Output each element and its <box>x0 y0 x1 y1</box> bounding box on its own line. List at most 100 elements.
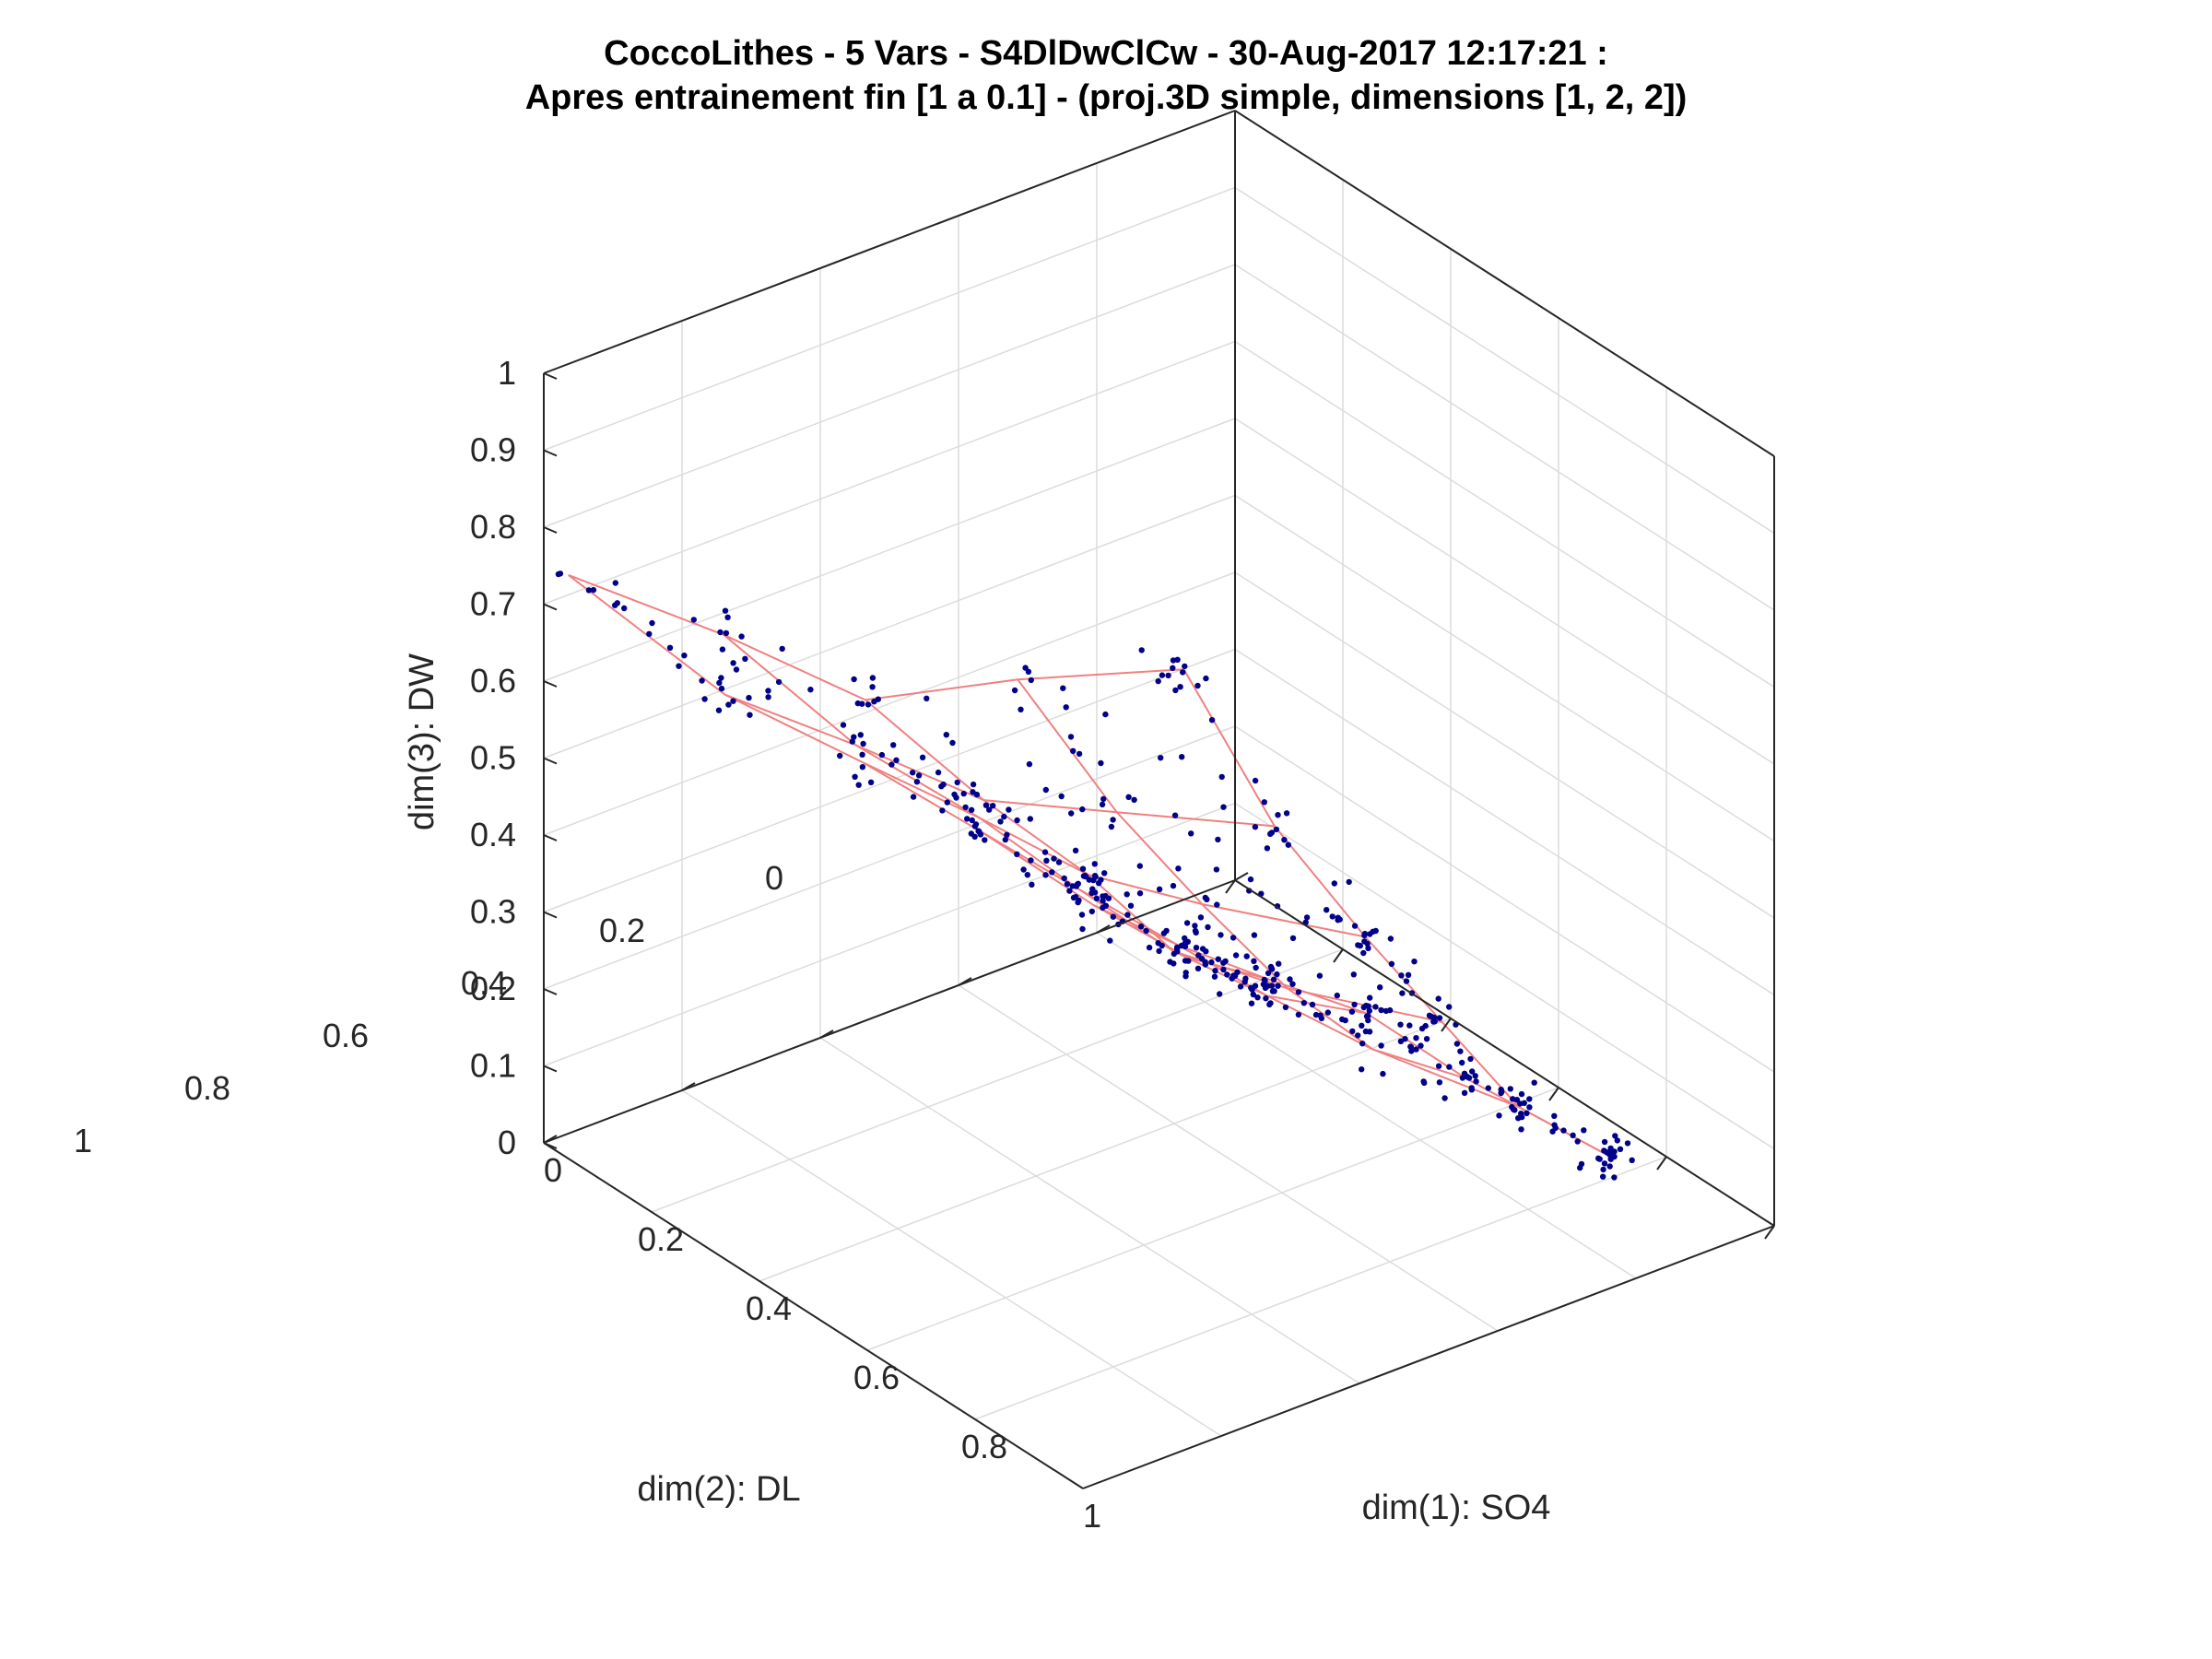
axes-edge <box>1082 1225 1775 1489</box>
data-point <box>871 699 877 705</box>
x-tick-label: 0.8 <box>961 1428 1007 1465</box>
data-point <box>1063 704 1069 711</box>
x-tick-mark <box>1548 1087 1559 1101</box>
data-point <box>1156 947 1162 955</box>
data-point <box>915 772 923 779</box>
data-point <box>1131 796 1137 803</box>
data-point <box>860 740 866 747</box>
mesh-edge <box>1372 1048 1467 1080</box>
data-point <box>944 799 951 806</box>
data-point <box>1028 677 1035 684</box>
data-point <box>1606 1163 1613 1170</box>
data-point <box>1070 894 1077 901</box>
data-point <box>1360 949 1367 957</box>
data-point <box>1551 1112 1558 1120</box>
mesh-edge <box>1441 1021 1520 1108</box>
data-point <box>1137 924 1145 930</box>
data-point <box>1124 891 1130 898</box>
data-point <box>1612 1133 1618 1139</box>
data-point <box>1420 1078 1427 1085</box>
data-point <box>1357 942 1364 949</box>
data-point <box>1359 1066 1365 1073</box>
grid-layer <box>543 110 1775 1489</box>
data-point <box>919 754 926 760</box>
data-point <box>986 806 993 813</box>
data-point <box>1453 1041 1461 1047</box>
data-point <box>1004 831 1010 838</box>
data-point <box>968 830 975 837</box>
data-point <box>1273 826 1280 833</box>
data-point <box>1222 958 1229 965</box>
data-point <box>1457 1048 1464 1054</box>
data-point <box>1334 992 1341 999</box>
data-point <box>1127 902 1135 909</box>
data-point <box>1378 1042 1384 1049</box>
data-point <box>590 586 597 594</box>
data-point <box>1193 929 1199 935</box>
data-point <box>1143 927 1149 935</box>
data-point <box>1295 989 1302 995</box>
data-point <box>869 684 876 690</box>
data-point <box>765 688 771 694</box>
data-point <box>1195 952 1202 959</box>
data-point <box>1348 1008 1356 1015</box>
x-tick-mark <box>1225 879 1236 894</box>
data-point <box>1211 973 1218 980</box>
wall-y0-grid-z <box>1234 418 1775 765</box>
data-point <box>940 781 947 788</box>
data-point <box>935 769 942 776</box>
mesh-edge <box>1172 950 1288 990</box>
data-point <box>1170 665 1176 671</box>
wall-x0-grid-z <box>543 340 1236 606</box>
data-point <box>1027 816 1034 822</box>
data-point <box>1159 672 1166 678</box>
data-point <box>1058 793 1065 800</box>
mesh-edge <box>1093 904 1189 959</box>
data-point <box>1624 1140 1631 1147</box>
mesh-edge <box>862 761 981 819</box>
data-point <box>1055 859 1063 865</box>
data-point <box>890 742 897 748</box>
data-point <box>1069 883 1077 889</box>
data-point <box>970 781 977 788</box>
data-point <box>849 738 855 745</box>
data-point <box>867 779 875 785</box>
data-point <box>953 794 959 801</box>
floor-grid-x <box>651 948 1344 1213</box>
data-point <box>1377 984 1383 991</box>
data-point <box>1295 1011 1302 1018</box>
data-point <box>1001 813 1007 820</box>
data-point <box>1029 881 1035 888</box>
data-point <box>1078 912 1086 918</box>
data-point <box>1202 959 1208 965</box>
data-point <box>722 607 729 614</box>
data-point <box>893 757 900 763</box>
data-point <box>1459 1059 1465 1066</box>
y-tick-mark <box>1234 872 1249 881</box>
data-point <box>1413 1035 1419 1041</box>
data-point <box>1136 863 1144 869</box>
data-point <box>1601 1138 1608 1146</box>
wall-y0-grid-z <box>1234 340 1775 688</box>
data-point <box>1251 958 1257 965</box>
data-point <box>1526 1096 1533 1102</box>
data-point <box>1172 687 1179 694</box>
data-point <box>1041 849 1049 855</box>
wall-x0-grid-z <box>543 571 1236 836</box>
data-point <box>1407 1043 1415 1051</box>
chart-title-line-2: Apres entrainement fin [1 a 0.1] - (proj… <box>525 78 1688 117</box>
y-tick-mark <box>543 1135 558 1144</box>
data-point <box>910 770 916 776</box>
data-point <box>1281 837 1288 843</box>
data-point <box>1243 953 1250 959</box>
data-point <box>1180 669 1186 676</box>
data-point <box>1268 965 1275 971</box>
data-point <box>1263 995 1269 1002</box>
mesh-edge <box>1116 811 1204 905</box>
wall-x0-grid-z <box>543 186 1236 452</box>
data-point <box>1072 847 1079 853</box>
axes-box <box>543 110 1775 1489</box>
data-point <box>960 790 967 797</box>
data-point <box>1387 935 1394 942</box>
